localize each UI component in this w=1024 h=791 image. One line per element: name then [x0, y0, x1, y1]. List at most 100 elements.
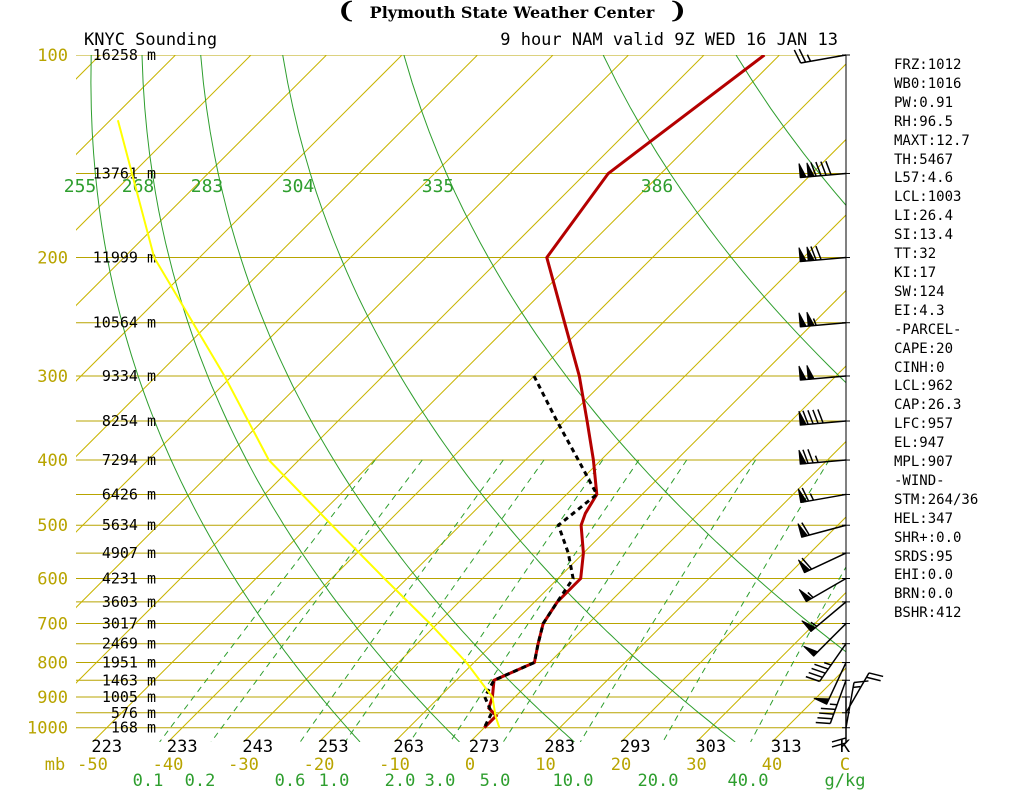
barb-flag [815, 245, 822, 260]
barb-flag [793, 49, 802, 64]
chart-grid [0, 55, 846, 742]
barb-staff [825, 662, 847, 705]
index-item: MAXT:12.7 [894, 132, 970, 149]
barb-flag [802, 410, 809, 425]
height-label: 6426 m [102, 485, 156, 503]
left-wave-icon: ❨ [337, 0, 356, 24]
dry-adiabat-line [735, 55, 846, 207]
isotherm-line [76, 55, 252, 231]
index-item: CINH:0 [894, 359, 945, 376]
index-item: CAP:26.3 [894, 397, 962, 414]
isotherm-line [76, 55, 705, 684]
index-item: WB0:1016 [894, 75, 962, 92]
barb-pennant [803, 645, 819, 657]
index-item: LCL:962 [894, 378, 954, 395]
barb-pennant [806, 365, 815, 380]
pressure-tick-label: 400 [37, 451, 68, 471]
barb-flag [817, 717, 833, 720]
barb-flag [802, 449, 809, 464]
isotherm-line [394, 289, 846, 742]
isotherm-line [76, 55, 403, 382]
theta-label: 386 [641, 176, 674, 197]
celsius-tick-label: -50 [77, 755, 108, 775]
barb-half-flag [853, 685, 861, 689]
barb-flag [814, 663, 829, 670]
mixing-ratio-line [502, 459, 688, 742]
dry-adiabat-line [602, 55, 846, 384]
sounding-indices: FRZ:1012 WB0:1016 PW:0.91 RH:96.5 MAXT:12.7 T… [894, 56, 978, 623]
barb-pennant [806, 246, 815, 262]
pressure-tick-label: 300 [37, 367, 68, 387]
height-label: 4907 m [102, 544, 156, 562]
barb-flag [801, 557, 813, 570]
mixing-ratio-line [579, 459, 757, 742]
barb-staff [800, 172, 847, 179]
mixing-ratio-tick-label: 3.0 [425, 771, 456, 791]
barb-half-flag [812, 318, 817, 326]
index-item: SHR+:0.0 [894, 529, 962, 546]
index-item: SI:13.4 [894, 227, 954, 244]
barb-flag [831, 742, 847, 748]
isotherm-line [0, 55, 25, 742]
barb-half-flag [806, 54, 812, 62]
mixing-ratio-tick-label: 40.0 [728, 771, 769, 791]
barb-staff [801, 524, 847, 538]
isotherm-line [76, 55, 478, 458]
index-item: -WIND- [894, 472, 945, 489]
theta-label: 255 [64, 176, 97, 197]
barb-flag [807, 449, 814, 464]
pressure-tick-label: 800 [37, 654, 68, 674]
barb-flag [808, 671, 823, 678]
dry-adiabat-line [90, 55, 361, 742]
isotherm-line [620, 516, 846, 742]
barb-half-flag [814, 455, 819, 463]
index-item: -PARCEL- [894, 321, 962, 338]
barb-staff [819, 643, 847, 682]
barb-staff [800, 54, 847, 64]
index-item: LI:26.4 [894, 208, 954, 225]
index-item: BRN:0.0 [894, 586, 954, 603]
height-label: 10564 m [93, 314, 156, 332]
mixing-ratio-line [344, 459, 545, 742]
barb-flag [801, 522, 810, 536]
barb-pennant [798, 247, 807, 263]
dry-adiabat-line [403, 55, 846, 653]
celsius-tick-label: -30 [228, 755, 259, 775]
celsius-tick-label: 40 [762, 755, 782, 775]
index-item: TH:5467 [894, 151, 954, 168]
pressure-tick-label: 200 [37, 249, 68, 269]
barb-pennant [798, 163, 807, 179]
kelvin-tick-label: K [840, 737, 851, 757]
barb-flag [810, 162, 817, 177]
barb-pennant [798, 449, 807, 465]
height-label: 1005 m [102, 688, 156, 706]
index-item: STM:264/36 [894, 491, 979, 508]
barb-flag [812, 409, 819, 424]
index-item: MPL:907 [894, 454, 954, 471]
height-label: 1951 m [102, 654, 156, 672]
mixing-ratio-tick-label: 0.1 [133, 771, 164, 791]
barb-flag [807, 410, 814, 425]
kelvin-tick-label: 283 [544, 737, 575, 757]
mixing-ratio-line [210, 459, 423, 742]
barb-staff [812, 623, 847, 657]
barb-half-flag [823, 661, 832, 666]
mixing-ratio-tick-label: 0.6 [275, 771, 306, 791]
height-label: 9334 m [102, 367, 156, 385]
mixing-ratio-line [409, 459, 604, 742]
barb-pennant [797, 523, 809, 538]
kelvin-tick-label: 253 [318, 737, 349, 757]
theta-label: 268 [122, 176, 155, 197]
index-item: FRZ:1012 [894, 57, 962, 73]
barb-half-flag [829, 703, 838, 706]
celsius-tick-label: C [840, 755, 850, 775]
barb-flag [853, 680, 869, 684]
isotherm-line [76, 55, 554, 533]
barb-flag [868, 672, 884, 678]
mixing-ratio-line [750, 565, 846, 742]
header-title: Plymouth State Weather Center [369, 3, 655, 22]
temperature-profile-line [483, 55, 766, 729]
celsius-tick-label: 20 [611, 755, 631, 775]
mixing-ratio-tick-label: 2.0 [385, 771, 416, 791]
